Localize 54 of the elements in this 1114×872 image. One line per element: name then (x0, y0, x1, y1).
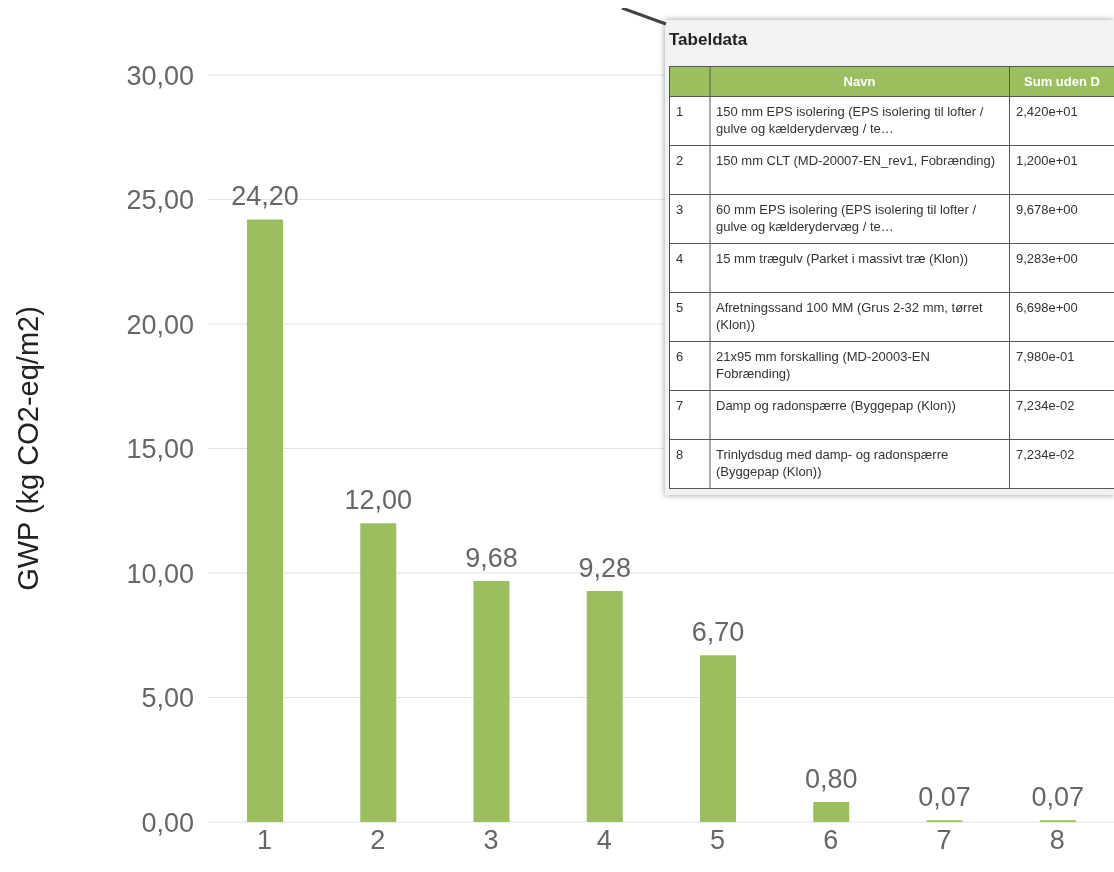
data-label: 6,70 (691, 617, 745, 648)
y-tick-label: 30,00 (126, 60, 194, 91)
annotation: 7,234e-02 (1009, 439, 1114, 489)
text: gulve og kælderydervæg / te… (716, 121, 894, 136)
x-tick-label: 5 (710, 825, 726, 856)
text: Fobrænding) (716, 366, 791, 381)
annotation: 9,283e+00 (1009, 243, 1114, 293)
data-label: 0,07 (918, 782, 971, 813)
data-label: 12,00 (344, 485, 413, 516)
text: 4 15 mm trægulv (Parket i massivt træ (Klon)) (676, 251, 969, 266)
x-tick-label: 1 (257, 825, 273, 856)
y-tick-label: 10,00 (126, 558, 194, 589)
y-tick-label: 0,00 (141, 807, 194, 838)
data-label: 24,20 (231, 181, 299, 212)
annotation: 1,200e+01 (1009, 145, 1114, 195)
x-tick-label: 4 (596, 825, 612, 856)
data-label: 0,07 (1031, 782, 1085, 813)
x-tick-label: 7 (936, 825, 952, 856)
y-tick-label: 20,00 (126, 309, 194, 340)
bar (473, 580, 510, 822)
text: (Byggepap (Klon)) (716, 464, 822, 479)
annotation: 2,420e+01 (1009, 96, 1114, 146)
text: (Klon)) (716, 317, 756, 332)
x-tick-label: 2 (370, 825, 386, 856)
y-tick-label: 5,00 (141, 683, 194, 714)
x-tick-label: 6 (823, 825, 839, 856)
annotation: Sum uden D (1009, 66, 1114, 97)
bar (247, 219, 283, 822)
text: 7 Damp og radonspærre (Byggepap (Klon)) (676, 398, 956, 413)
text: 6 21x95 mm forskalling (MD-20003-EN (676, 349, 930, 364)
text: 3 60 mm EPS isolering (EPS isolering til lofter / (676, 202, 977, 217)
annotation: 7,234e-02 (1009, 390, 1114, 440)
y-tick-label: 15,00 (126, 434, 194, 465)
text: Tabeldata (669, 30, 749, 50)
text: 5 Afretningssand 100 MM (Grus 2-32 mm, tørret (676, 300, 983, 315)
bar (813, 802, 850, 822)
y-tick-label: 25,00 (126, 185, 194, 216)
bar (586, 590, 623, 822)
data-label: 9,28 (578, 552, 632, 583)
text: 8 Trinlydsdug med damp- og radonspærre (676, 447, 949, 462)
text: gulve og kælderydervæg / te… (716, 219, 894, 234)
y-axis-title: GWP (kg CO2-eq/m2) (12, 306, 45, 591)
x-tick-label: 8 (1049, 825, 1065, 856)
x-tick-label: 3 (483, 825, 499, 856)
data-label: 9,68 (465, 542, 518, 573)
annotation: 9,678e+00 (1009, 194, 1114, 244)
bar (360, 523, 397, 822)
annotation: Navn (669, 66, 1010, 97)
text: 2 150 mm CLT (MD-20007-EN_rev1, Fobrænding) (676, 153, 996, 168)
annotation: 7,980e-01 (1009, 341, 1114, 391)
annotation: 6,698e+00 (1009, 292, 1114, 342)
text: 1 150 mm EPS isolering (EPS isolering til lofter / (676, 104, 984, 119)
data-label: 0,80 (804, 764, 858, 795)
bar (700, 655, 736, 822)
